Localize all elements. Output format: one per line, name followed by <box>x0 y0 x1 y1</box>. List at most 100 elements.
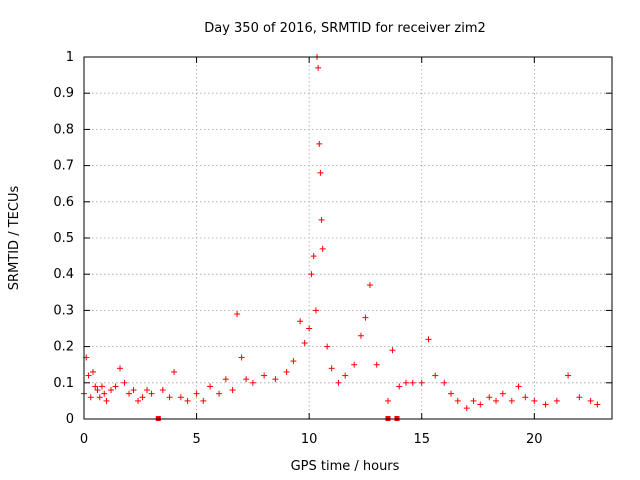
data-point <box>463 405 470 412</box>
data-point <box>522 394 529 401</box>
data-point <box>477 401 484 408</box>
data-point <box>441 379 448 386</box>
data-point <box>261 372 268 379</box>
x-tick-label: 15 <box>413 432 430 447</box>
data-point <box>448 390 455 397</box>
data-point <box>238 354 245 361</box>
data-point <box>184 397 191 404</box>
data-point <box>432 372 439 379</box>
data-points <box>81 54 601 421</box>
data-point <box>402 379 409 386</box>
data-point <box>396 383 403 390</box>
y-tick-label: 0.4 <box>53 267 74 282</box>
data-point <box>315 64 322 71</box>
chart-title: Day 350 of 2016, SRMTID for receiver zim… <box>204 21 486 36</box>
data-point <box>301 339 308 346</box>
data-point <box>108 387 115 394</box>
y-tick-label: 0.9 <box>53 86 74 101</box>
data-point <box>117 365 124 372</box>
data-point <box>319 245 326 252</box>
data-point <box>425 336 432 343</box>
data-point <box>565 372 572 379</box>
data-point <box>87 394 94 401</box>
data-point <box>272 376 279 383</box>
y-tick-label: 0.3 <box>53 303 74 318</box>
data-point <box>587 397 594 404</box>
data-point <box>283 368 290 375</box>
data-point <box>499 390 506 397</box>
x-axis-label: GPS time / hours <box>291 459 400 474</box>
data-point <box>362 314 369 321</box>
data-point <box>493 397 500 404</box>
data-point <box>229 387 236 394</box>
data-point <box>553 397 560 404</box>
data-point <box>324 343 331 350</box>
data-point <box>351 361 358 368</box>
y-tick-label: 0.6 <box>53 195 74 210</box>
data-point <box>389 347 396 354</box>
y-tick-label: 0.2 <box>53 340 74 355</box>
data-point <box>148 390 155 397</box>
data-point <box>306 325 313 332</box>
data-point <box>366 282 373 289</box>
data-point <box>297 318 304 325</box>
x-tick-label: 5 <box>192 432 200 447</box>
data-point <box>576 394 583 401</box>
data-point <box>171 368 178 375</box>
data-point <box>130 387 137 394</box>
data-point <box>126 390 133 397</box>
data-point <box>112 383 119 390</box>
data-point <box>308 271 315 278</box>
data-point <box>85 372 92 379</box>
data-point <box>103 397 110 404</box>
data-point <box>409 379 416 386</box>
data-point <box>222 376 229 383</box>
x-tick-label: 0 <box>80 432 88 447</box>
data-point <box>508 397 515 404</box>
data-point <box>249 379 256 386</box>
y-tick-label: 0 <box>66 412 74 427</box>
x-tick-label: 20 <box>526 432 543 447</box>
data-point <box>373 361 380 368</box>
data-point <box>384 397 391 404</box>
y-tick-label: 0.5 <box>53 231 74 246</box>
data-point <box>542 401 549 408</box>
data-point <box>159 387 166 394</box>
data-point <box>342 372 349 379</box>
data-point <box>166 394 173 401</box>
data-point <box>144 387 151 394</box>
data-point <box>357 332 364 339</box>
y-axis-label: SRMTID / TECUs <box>7 186 22 291</box>
data-point <box>317 169 324 176</box>
data-point <box>243 376 250 383</box>
y-tick-label: 0.1 <box>53 376 74 391</box>
data-point <box>531 397 538 404</box>
data-point <box>177 394 184 401</box>
data-point <box>316 140 323 147</box>
data-point <box>515 383 522 390</box>
data-point <box>234 311 241 318</box>
data-point <box>101 390 108 397</box>
data-point <box>99 383 106 390</box>
data-point <box>121 379 128 386</box>
data-point <box>312 307 319 314</box>
data-point <box>328 365 335 372</box>
data-point <box>216 390 223 397</box>
data-point <box>94 387 101 394</box>
data-point <box>200 397 207 404</box>
data-point <box>335 379 342 386</box>
data-point <box>96 394 103 401</box>
axis-ticks: 00.10.20.30.40.50.60.70.80.910 5 10 15 20 <box>53 50 612 447</box>
data-point <box>193 390 200 397</box>
data-point <box>290 358 297 365</box>
data-point <box>207 383 214 390</box>
data-point <box>454 397 461 404</box>
x-tick-label: 10 <box>301 432 318 447</box>
data-point <box>470 397 477 404</box>
data-point <box>594 401 601 408</box>
data-point <box>135 397 142 404</box>
grid <box>84 57 612 419</box>
data-point <box>139 394 146 401</box>
y-tick-label: 0.7 <box>53 159 74 174</box>
